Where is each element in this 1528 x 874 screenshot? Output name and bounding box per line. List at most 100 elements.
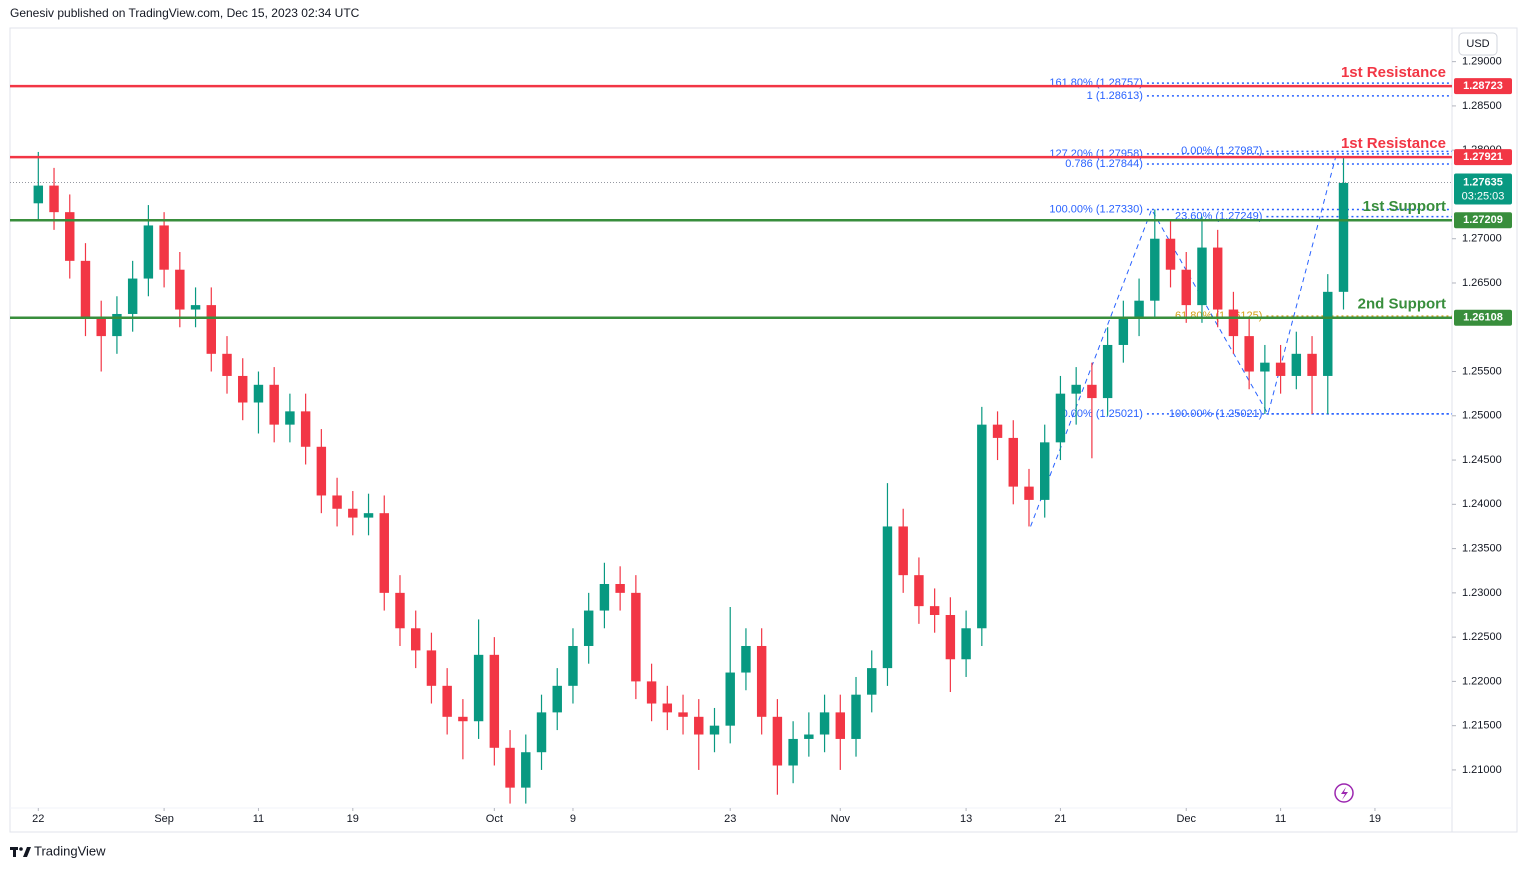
x-tick-label: 11 [1275,813,1286,825]
candle-body [662,703,673,713]
candle-body [1260,362,1270,372]
candle-body [348,508,358,518]
candle-body [756,645,767,717]
candle-body [442,685,452,717]
x-tick-label: 19 [347,813,359,825]
candle-body [96,318,106,337]
level-price-box [1454,78,1512,95]
currency-label[interactable]: USD [1466,38,1489,50]
x-tick-label: Nov [831,813,851,825]
candle-body [332,495,342,509]
candle-body [363,513,374,518]
x-tick-label: 19 [1369,813,1381,825]
candle-body [678,712,688,717]
x-tick-label: 11 [253,813,264,825]
candle-body [238,375,248,403]
level-price: 1.27209 [1463,214,1503,226]
candle-body [489,654,500,748]
logo-part [23,847,31,857]
candle-body [1338,182,1349,292]
candle-body [1102,344,1113,399]
replay-icon[interactable] [1334,783,1354,803]
x-tick-label: Oct [486,813,503,825]
y-tick-label: 1.27000 [1462,233,1502,245]
candle-body [190,305,201,310]
level-price-box [1454,309,1512,326]
countdown: 03:25:03 [1462,190,1505,202]
fib-label: 0.00% (1.25021) [1062,408,1143,420]
x-tick-label: Dec [1176,813,1196,825]
candle-body [992,424,1003,438]
brand-name: TradingView [34,843,106,858]
icon-ring[interactable] [1334,783,1354,803]
level-name: 1st Support [1363,198,1446,215]
candle-body [1291,353,1302,376]
candle-body [882,526,893,669]
icon-bolt[interactable] [1341,787,1348,800]
candle-body [49,185,59,213]
candle-body [426,650,437,686]
candle-body [253,384,264,403]
candle-body [568,645,578,686]
logo-part [19,847,23,851]
currency-button[interactable] [1458,32,1498,56]
candle-body [222,353,232,376]
candle-body [395,592,405,629]
candle-body [1008,437,1018,487]
candle-body [159,225,169,270]
candle-body [112,313,122,337]
candle-body [1040,442,1050,500]
candle-body [285,411,295,425]
candle-body [1055,393,1066,443]
candle-body [583,610,594,646]
candle-body [521,752,531,788]
fib-label: 100.00% (1.25021) [1169,408,1263,420]
fib-label: 0.786 (1.27844) [1065,158,1143,170]
logo-part [13,847,16,857]
candle-body [127,278,138,314]
candle-body [269,384,279,425]
y-tick-label: 1.25000 [1462,410,1502,422]
candle-body [867,668,877,695]
candle-body [143,225,154,279]
candle-body [1150,238,1160,301]
level-price: 1.26108 [1463,312,1503,324]
y-tick-label: 1.24000 [1462,498,1502,510]
candle-body [410,628,421,651]
candle-body [1244,336,1254,372]
candle-body [709,725,720,735]
candle-body [835,712,846,739]
level-name: 1st Resistance [1341,64,1446,81]
candle-body [1197,247,1207,306]
y-tick-label: 1.29000 [1462,56,1502,68]
candle-body [929,606,940,615]
x-tick-label: 22 [32,813,44,825]
candle-body [1071,384,1081,394]
plot-area: 161.80% (1.28757)1 (1.28613)127.20% (1.2… [10,77,1452,804]
candle-body [316,446,327,496]
y-tick-label: 1.23500 [1462,542,1502,554]
candle-body [300,411,311,447]
candle-body [1212,247,1223,310]
candle-body [1118,318,1129,345]
x-tick-label: Sep [154,813,174,825]
y-tick-label: 1.23000 [1462,587,1502,599]
level-price-box [1454,212,1512,229]
last-price: 1.27635 [1463,176,1503,188]
candle-body [1228,309,1239,337]
candle-body [80,260,91,319]
last-price-box [1454,173,1512,205]
candle-body [788,738,798,766]
candle-body [646,681,657,704]
x-tick-label: 23 [724,813,736,825]
candle-body [631,592,641,682]
candle-body [536,712,547,753]
y-tick-label: 1.22000 [1462,675,1502,687]
candle-body [473,654,484,722]
candle-body [772,716,783,766]
level-name: 1st Resistance [1341,135,1446,152]
x-tick-label: 13 [960,813,972,825]
y-tick-label: 1.21500 [1462,720,1502,732]
candle-body [1181,269,1191,306]
